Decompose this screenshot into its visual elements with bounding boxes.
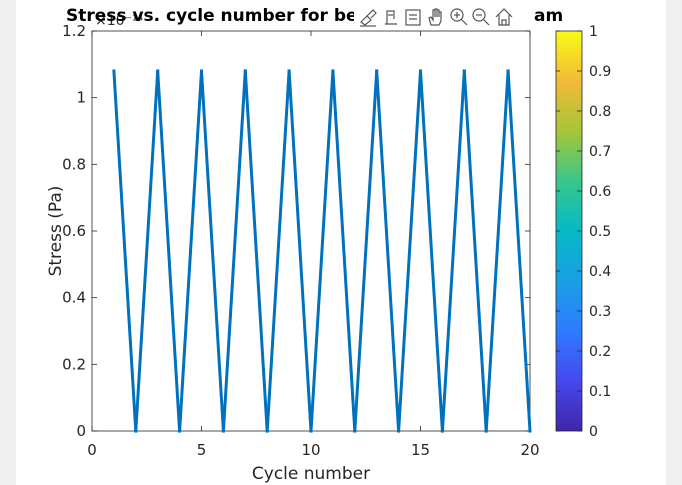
plot-canvas: 0 5 10 15 20 00.20.40.60.811.2 Cycle number … — [46, 4, 611, 484]
y-tick-label: 0.6 — [62, 222, 86, 240]
series-0 — [112, 69, 532, 433]
series-segment — [199, 69, 225, 433]
series-segment — [440, 69, 466, 433]
pan-hand-icon[interactable] — [428, 8, 442, 26]
colorbar-tick-label: 0 — [589, 424, 598, 440]
colorbar-tick-label: 0.2 — [589, 344, 611, 360]
x-tick-label: 20 — [520, 441, 539, 459]
series-segment — [112, 69, 138, 433]
axes-box — [91, 30, 531, 432]
colorbar-tick-label: 0.4 — [589, 264, 611, 280]
home-icon[interactable] — [495, 8, 513, 26]
y-axis-ticks: 0 0.2 0.4 0.6 0.8 1 1.2 — [62, 22, 530, 440]
series-segment — [156, 69, 182, 433]
legend-icon[interactable] — [405, 9, 421, 26]
y-tick-label: 0.2 — [62, 355, 86, 373]
x-tick-label: 10 — [301, 441, 320, 459]
series-segment — [484, 69, 510, 433]
x-tick-label: 5 — [197, 441, 207, 459]
colorbar-tick-label: 0.8 — [589, 104, 611, 120]
y-tick-label: 0.4 — [62, 289, 86, 307]
y-tick-label: 0.8 — [62, 155, 86, 173]
series-segment — [309, 69, 335, 433]
chart-title: Stress vs. cycle number for beam — [66, 6, 387, 26]
colorbar-tick-label: 1 — [589, 24, 598, 40]
series-segment — [462, 69, 488, 433]
x-tick-label: 0 — [87, 441, 97, 459]
series-segment — [418, 69, 444, 433]
y-tick-label: 0 — [76, 422, 86, 440]
y-exponent-label: ×10⁻¹⁴ — [95, 13, 144, 29]
y-axis-label: Stress (Pa) — [46, 186, 66, 277]
x-axis-ticks: 0 5 10 15 20 — [87, 31, 540, 459]
x-axis-label: Cycle number — [252, 464, 370, 484]
x-tick-label: 15 — [411, 441, 430, 459]
brush-icon[interactable] — [360, 9, 377, 27]
y-tick-label: 1 — [76, 89, 86, 107]
colorbar-tick-label: 0.7 — [589, 144, 611, 160]
series-segment — [134, 69, 160, 433]
colorbar-tick-label: 0.3 — [589, 304, 611, 320]
colorbar-tick-label: 0.5 — [589, 224, 611, 240]
colorbar-tick-label: 0.9 — [589, 64, 611, 80]
series-segment — [331, 69, 357, 433]
series-segment — [287, 69, 313, 433]
colorbar-ticks: 0 0.1 0.2 0.3 0.4 0.5 0.6 0.7 0.8 0.9 1 — [556, 24, 611, 440]
data-tip-icon[interactable] — [385, 10, 397, 25]
series-segment — [506, 69, 532, 433]
series-segment — [178, 69, 204, 433]
series-segment — [265, 69, 291, 433]
series-segment — [243, 69, 269, 433]
y-tick-label: 1.2 — [62, 22, 86, 40]
series-segment — [353, 69, 379, 433]
colorbar-tick-label: 0.6 — [589, 184, 611, 200]
zoom-out-icon[interactable] — [472, 8, 490, 26]
title-tail: am — [534, 6, 563, 26]
series-segment — [221, 69, 247, 433]
zoom-in-icon[interactable] — [450, 8, 468, 26]
axes-toolbar: am — [354, 4, 563, 28]
series-segment — [375, 69, 401, 433]
figure-window: 0 5 10 15 20 0 0.2 0.4 0.6 0.8 1 1.2 Cycle number … — [16, 0, 666, 485]
series-segment — [397, 69, 423, 433]
series-layer — [112, 69, 532, 433]
colorbar-tick-label: 0.1 — [589, 384, 611, 400]
